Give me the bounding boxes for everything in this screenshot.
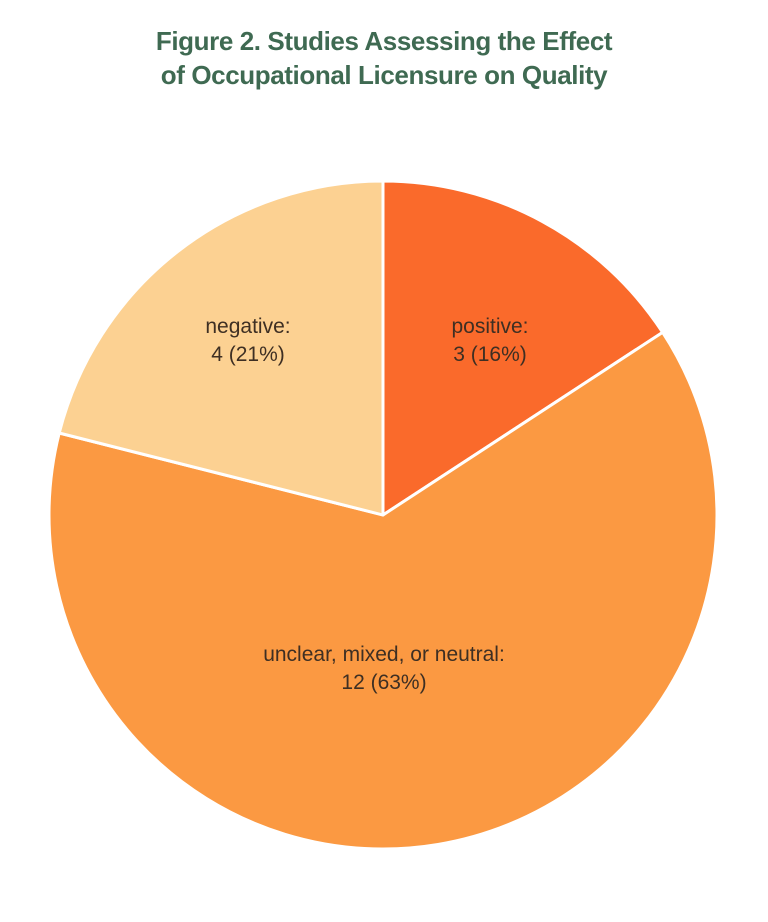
slice-label-category: positive: <box>451 315 529 338</box>
slice-label-negative: negative: 4 (21%) <box>205 313 290 369</box>
slice-label-value: 3 (16%) <box>453 343 527 366</box>
slice-label-category: unclear, mixed, or neutral: <box>263 643 505 666</box>
slice-label-value: 12 (63%) <box>341 671 427 694</box>
slice-label-category: negative: <box>205 315 291 338</box>
slice-label-value: 4 (21%) <box>211 343 285 366</box>
pie-slice-unclear-mixed-or-neutral <box>47 330 719 851</box>
figure-title-line1: Figure 2. Studies Assessing the Effect <box>155 26 613 56</box>
pie-slice-positive <box>381 179 665 517</box>
slice-label-unclear-mixed-or-neutral: unclear, mixed, or neutral: 12 (63%) <box>263 641 505 697</box>
figure-title: Figure 2. Studies Assessing the Effect o… <box>0 24 768 92</box>
pie-slice-negative <box>57 179 385 517</box>
figure-title-line2: of Occupational Licensure on Quality <box>160 60 608 90</box>
slice-label-positive: positive: 3 (16%) <box>451 313 528 369</box>
